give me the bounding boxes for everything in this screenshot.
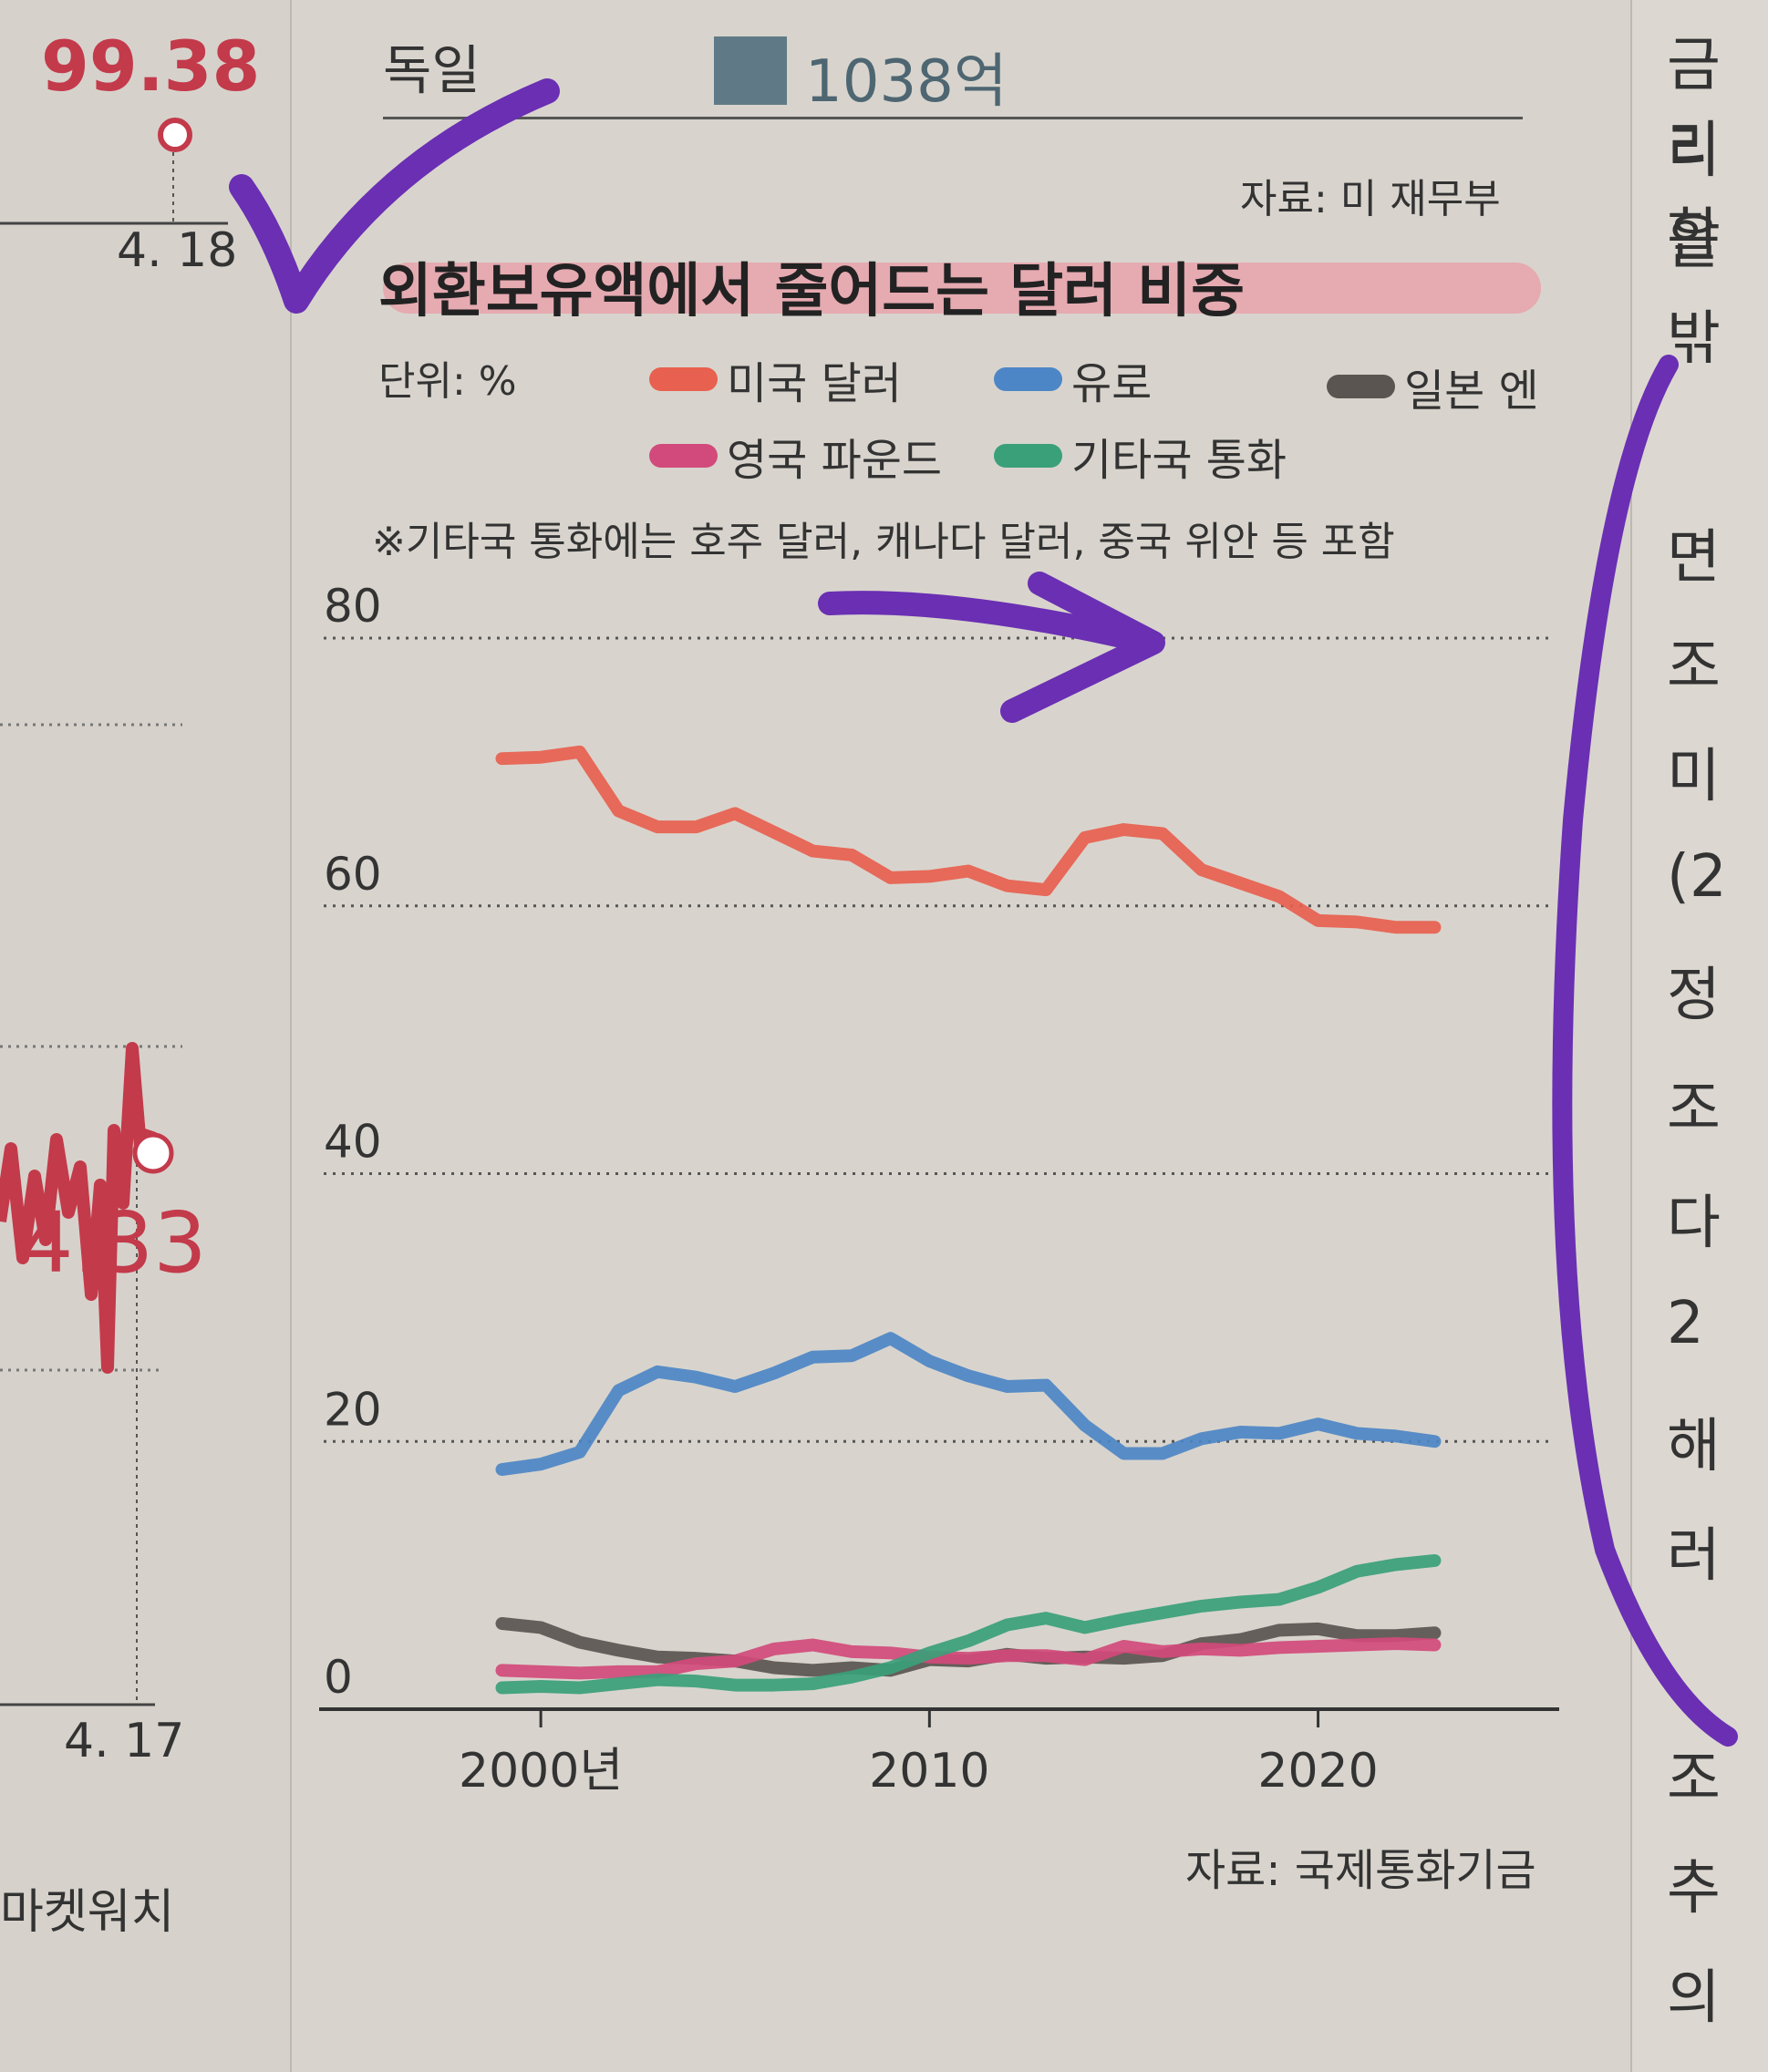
right-column-char: 해 [1667, 1413, 1721, 1480]
purple-bracket-icon [1552, 355, 1738, 1747]
x-tick-label: 2020 [1257, 1744, 1378, 1799]
column-divider [1630, 0, 1632, 2072]
country-value: 1038억 [805, 48, 1008, 116]
y-tick-label: 0 [324, 1651, 353, 1704]
legend-item-other: 기타국 통화 [994, 430, 1287, 486]
right-column-char: 금리 [1667, 32, 1721, 183]
purple-arrowhead-icon [1000, 572, 1165, 723]
left-chart-fragment [0, 118, 228, 1706]
chart-title: 외환보유액에서 줄어드는 달러 비중 [378, 258, 1246, 325]
series-line-other [495, 1553, 1442, 1695]
top-marker [158, 118, 192, 152]
unit-label: 단위: % [378, 358, 517, 405]
right-column-char: 의 [1667, 1964, 1721, 2032]
right-column-char: 을 [1667, 210, 1721, 277]
left-column [0, 0, 292, 2072]
title-highlight [383, 263, 1541, 314]
x-tick-label: 2000년 [459, 1744, 623, 1799]
table-rule [383, 117, 1523, 119]
left-top-value: 99.38 [41, 26, 261, 107]
left-top-date: 4. 18 [117, 223, 238, 278]
right-column-char: 면 [1667, 524, 1721, 592]
left-bottom-date: 4. 17 [64, 1714, 185, 1768]
legend-swatch [649, 367, 718, 391]
legend-item-usd: 미국 달러 [649, 354, 902, 409]
right-column-char: 조 [1667, 1076, 1721, 1143]
series-line-gbp [495, 1637, 1442, 1680]
legend-label: 유로 [1071, 358, 1153, 409]
right-column-char: 러 [1667, 1522, 1721, 1590]
y-tick-label: 20 [324, 1383, 382, 1436]
y-tick-label: 80 [324, 580, 382, 633]
legend-note: ※기타국 통화에는 호주 달러, 캐나다 달러, 중국 위안 등 포함 [372, 519, 1395, 565]
right-column-char: 정 [1667, 962, 1721, 1029]
legend-item-gbp: 영국 파운드 [649, 430, 942, 486]
right-column-char: 조 [1667, 634, 1721, 701]
legend-swatch [1327, 375, 1395, 398]
mid-marker [132, 1132, 174, 1174]
y-tick-label: 40 [324, 1116, 382, 1169]
left-source: 마켓워치 [0, 1885, 175, 1940]
legend-swatch [994, 444, 1062, 468]
series-line-eur [495, 1332, 1442, 1477]
country-label: 독일 [383, 39, 481, 101]
right-column-char: 다 [1667, 1190, 1721, 1257]
right-column-char: (2 [1667, 843, 1727, 911]
chart-source: 자료: 국제통화기금 [1185, 1845, 1536, 1896]
right-column-char: 2 [1667, 1290, 1704, 1357]
right-column-char: 미 [1667, 743, 1721, 810]
legend-label: 미국 달러 [727, 358, 902, 409]
purple-arrow-icon [818, 591, 1161, 655]
right-column-char: 조 [1667, 1746, 1721, 1813]
left-mid-value: 4.33 [20, 1194, 207, 1292]
legend-label: 영국 파운드 [727, 435, 943, 486]
purple-checkmark-icon [229, 78, 560, 314]
legend-label: 일본 엔 [1404, 366, 1539, 417]
x-tick-label: 2010 [869, 1744, 989, 1799]
right-column-char: 리한 [1667, 119, 1721, 270]
legend-swatch [649, 444, 718, 468]
y-tick-label: 60 [324, 848, 382, 901]
top-source: 자료: 미 재무부 [1240, 176, 1501, 222]
right-column-char: 밖 [1667, 305, 1721, 373]
legend-item-jpy: 일본 엔 [1327, 361, 1539, 417]
legend-item-eur: 유로 [994, 354, 1152, 409]
left-series-line [0, 1042, 157, 1374]
column-divider [290, 0, 292, 2072]
main-column [292, 0, 1632, 2072]
value-bar [714, 36, 787, 105]
legend-label: 기타국 통화 [1071, 435, 1287, 486]
line-chart: 0 20 40 60 80 2000년 2010 2020 [319, 580, 1559, 1799]
legend-swatch [994, 367, 1062, 391]
series-line-usd [495, 745, 1442, 934]
right-column-char: 추 [1667, 1855, 1721, 1923]
